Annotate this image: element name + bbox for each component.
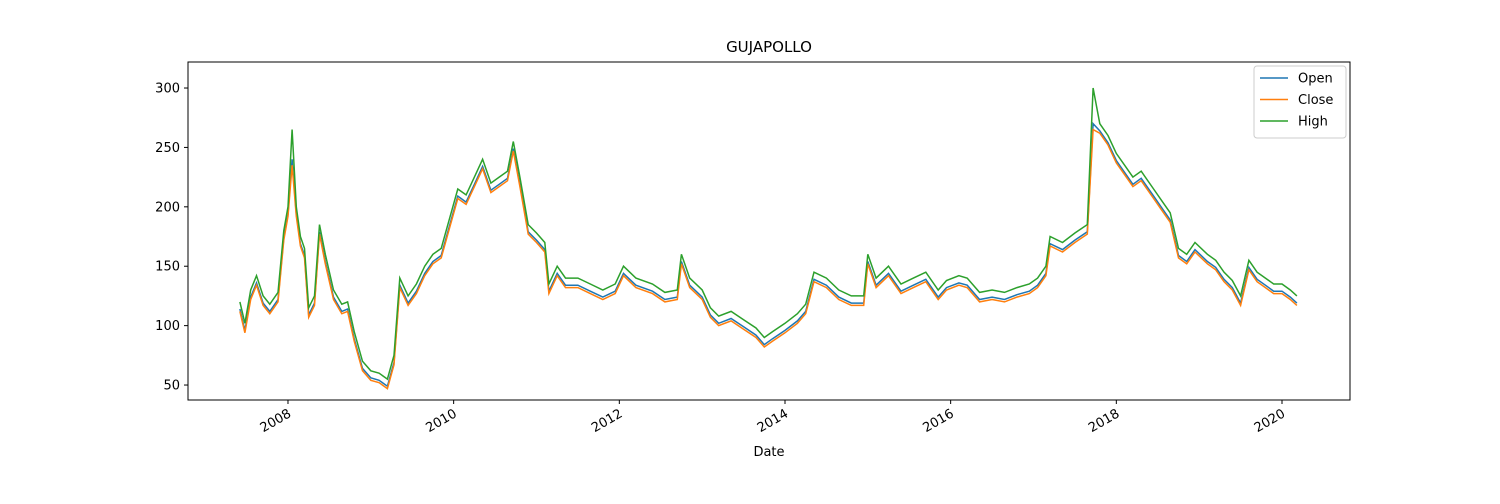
x-tick-label: 2012	[589, 406, 625, 436]
chart-title: GUJAPOLLO	[726, 38, 812, 56]
legend-box	[1253, 65, 1347, 139]
line-series	[239, 87, 1298, 381]
x-tick-label: 2010	[423, 406, 459, 436]
legend-label: Close	[1298, 93, 1333, 108]
y-tick-label: 200	[155, 200, 180, 215]
y-tick-label: 250	[155, 141, 180, 156]
y-tick-label: 300	[155, 82, 180, 97]
x-tick-label: 2014	[755, 406, 791, 436]
x-tick-label: 2020	[1252, 406, 1288, 436]
line-series	[239, 128, 1298, 390]
x-tick-label: 2016	[920, 406, 956, 436]
y-tick-label: 50	[163, 379, 180, 394]
x-tick-label: 2018	[1086, 406, 1122, 436]
legend-label: High	[1298, 115, 1328, 130]
x-axis-label: Date	[753, 445, 784, 460]
plot-frame	[187, 61, 1351, 401]
legend-label: Open	[1298, 72, 1333, 87]
line-series	[239, 121, 1298, 388]
y-tick-label: 100	[155, 319, 180, 334]
x-tick-label: 2008	[258, 406, 294, 436]
y-tick-label: 150	[155, 260, 180, 275]
